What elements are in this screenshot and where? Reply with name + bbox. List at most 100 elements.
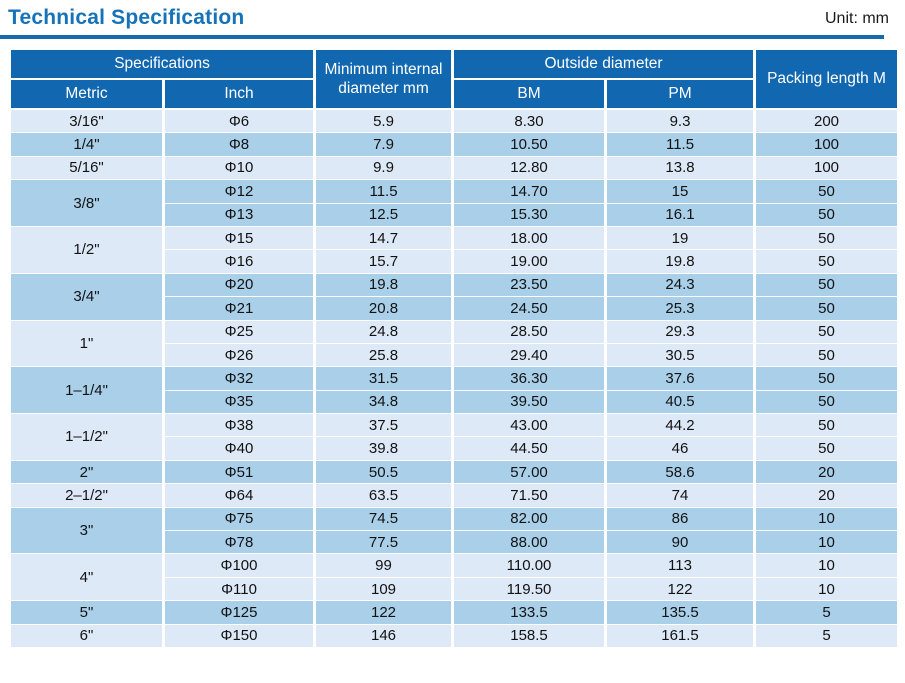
col-header-packing-length: Packing length M xyxy=(753,48,901,110)
table-row: 3/16" Φ6 5.9 8.30 9.3 200 xyxy=(8,108,901,134)
table-row: 5" Φ125 122 133.5 135.5 5 xyxy=(8,600,901,625)
table-row: Φ78 77.5 88.00 90 10 xyxy=(10,530,901,555)
metric-cell: 3/4" xyxy=(8,272,165,321)
min-internal-diameter-cell: 37.5 xyxy=(313,413,455,438)
table-row: 2" Φ51 50.5 57.00 58.6 20 xyxy=(8,459,901,485)
bm-outside-diameter-cell: 158.5 xyxy=(451,623,608,648)
pm-outside-diameter-cell: 19.8 xyxy=(604,249,757,274)
packing-length-cell: 50 xyxy=(753,413,901,438)
min-internal-diameter-cell: 19.8 xyxy=(313,272,455,298)
packing-length-cell: 200 xyxy=(753,108,901,134)
packing-length-cell: 50 xyxy=(753,366,901,391)
bm-outside-diameter-cell: 71.50 xyxy=(451,483,608,508)
bm-outside-diameter-cell: 110.00 xyxy=(451,553,608,578)
inch-cell: Φ12 xyxy=(161,179,317,204)
min-internal-diameter-cell: 14.7 xyxy=(313,225,455,251)
min-internal-diameter-cell: 25.8 xyxy=(313,342,455,368)
pm-outside-diameter-cell: 58.6 xyxy=(604,459,757,485)
title-rule xyxy=(0,35,884,39)
table-row: Φ26 25.8 29.40 30.5 50 xyxy=(10,342,901,368)
min-internal-diameter-cell: 146 xyxy=(313,623,455,648)
bm-outside-diameter-cell: 12.80 xyxy=(451,155,608,181)
table-row: 1–1/4" Φ32 31.5 36.30 37.6 50 xyxy=(8,366,901,415)
inch-cell: Φ20 xyxy=(161,272,317,298)
pm-outside-diameter-cell: 40.5 xyxy=(604,389,757,415)
packing-length-cell: 10 xyxy=(753,553,901,578)
inch-cell: Φ38 xyxy=(161,413,317,438)
bm-outside-diameter-cell: 39.50 xyxy=(451,389,608,415)
header-row-sub: Metric Inch BM PM xyxy=(8,78,899,110)
bm-outside-diameter-cell: 88.00 xyxy=(451,530,608,555)
pm-outside-diameter-cell: 113 xyxy=(604,553,757,578)
pm-outside-diameter-cell: 16.1 xyxy=(604,202,757,227)
metric-cell: 1/4" xyxy=(8,132,165,157)
header-bar: Technical Specification Unit: mm xyxy=(0,0,905,31)
packing-length-cell: 20 xyxy=(753,459,901,485)
min-internal-diameter-cell: 24.8 xyxy=(313,319,455,344)
pm-outside-diameter-cell: 122 xyxy=(604,576,757,602)
inch-cell: Φ15 xyxy=(161,225,317,251)
table-row: 6" Φ150 146 158.5 161.5 5 xyxy=(8,623,901,648)
table-row: Φ40 39.8 44.50 46 50 xyxy=(10,436,901,461)
packing-length-cell: 50 xyxy=(753,389,901,415)
bm-outside-diameter-cell: 8.30 xyxy=(451,108,608,134)
table-row: 1–1/2" Φ38 37.5 43.00 44.2 50 xyxy=(8,413,901,461)
packing-length-cell: 10 xyxy=(753,530,901,555)
min-internal-diameter-cell: 77.5 xyxy=(313,530,455,555)
table-row: Φ16 15.7 19.00 19.8 50 xyxy=(10,249,901,274)
table-row: Φ13 12.5 15.30 16.1 50 xyxy=(10,202,901,227)
pm-outside-diameter-cell: 13.8 xyxy=(604,155,757,181)
pm-outside-diameter-cell: 30.5 xyxy=(604,342,757,368)
inch-cell: Φ25 xyxy=(161,319,317,344)
pm-outside-diameter-cell: 11.5 xyxy=(604,132,757,157)
inch-cell: Φ10 xyxy=(161,155,317,181)
table-row: 3/4" Φ20 19.8 23.50 24.3 50 xyxy=(8,272,901,321)
bm-outside-diameter-cell: 15.30 xyxy=(451,202,608,227)
page-title: Technical Specification xyxy=(8,6,245,29)
pm-outside-diameter-cell: 86 xyxy=(604,506,757,532)
packing-length-cell: 50 xyxy=(753,296,901,321)
spec-table-header: Specifications Minimum internal diameter… xyxy=(7,48,901,110)
min-internal-diameter-cell: 122 xyxy=(313,600,455,625)
table-row: 1/4" Φ8 7.9 10.50 11.5 100 xyxy=(8,132,901,157)
min-internal-diameter-cell: 20.8 xyxy=(313,296,455,321)
bm-outside-diameter-cell: 44.50 xyxy=(451,436,608,461)
inch-cell: Φ26 xyxy=(161,342,317,368)
metric-cell: 6" xyxy=(8,623,165,648)
col-header-bm: BM xyxy=(451,78,608,110)
pm-outside-diameter-cell: 9.3 xyxy=(604,108,757,134)
packing-length-cell: 50 xyxy=(753,342,901,368)
min-internal-diameter-cell: 12.5 xyxy=(313,202,455,227)
inch-cell: Φ13 xyxy=(161,202,317,227)
bm-outside-diameter-cell: 82.00 xyxy=(451,506,608,532)
pm-outside-diameter-cell: 44.2 xyxy=(604,413,757,438)
spec-table: Specifications Minimum internal diameter… xyxy=(7,48,901,648)
inch-cell: Φ125 xyxy=(161,600,317,625)
spec-table-body: 3/16" Φ6 5.9 8.30 9.3 200 1/4" Φ8 7.9 10.50 11.5 10… xyxy=(8,108,901,648)
min-internal-diameter-cell: 63.5 xyxy=(313,483,455,508)
bm-outside-diameter-cell: 43.00 xyxy=(451,413,608,438)
metric-cell: 1–1/4" xyxy=(8,366,165,415)
metric-cell: 3" xyxy=(8,506,165,555)
pm-outside-diameter-cell: 46 xyxy=(604,436,757,461)
header-row-top: Specifications Minimum internal diameter… xyxy=(7,48,901,110)
inch-cell: Φ150 xyxy=(161,623,317,648)
metric-cell: 2" xyxy=(8,459,165,485)
min-internal-diameter-cell: 5.9 xyxy=(313,108,455,134)
packing-length-cell: 5 xyxy=(753,600,901,625)
pm-outside-diameter-cell: 24.3 xyxy=(604,272,757,298)
pm-outside-diameter-cell: 15 xyxy=(604,179,757,204)
packing-length-cell: 100 xyxy=(753,155,901,181)
packing-length-cell: 5 xyxy=(753,623,901,648)
pm-outside-diameter-cell: 29.3 xyxy=(604,319,757,344)
bm-outside-diameter-cell: 36.30 xyxy=(451,366,608,391)
bm-outside-diameter-cell: 18.00 xyxy=(451,225,608,251)
bm-outside-diameter-cell: 28.50 xyxy=(451,319,608,344)
metric-cell: 1" xyxy=(8,319,165,368)
min-internal-diameter-cell: 39.8 xyxy=(313,436,455,461)
packing-length-cell: 10 xyxy=(753,506,901,532)
inch-cell: Φ40 xyxy=(161,436,317,461)
col-header-outside-diameter: Outside diameter xyxy=(451,48,757,80)
table-row: 5/16" Φ10 9.9 12.80 13.8 100 xyxy=(8,155,901,181)
